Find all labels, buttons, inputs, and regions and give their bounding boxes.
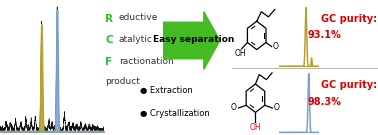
Text: 93.1%: 93.1% — [308, 30, 342, 40]
Text: GC purity:: GC purity: — [321, 80, 376, 90]
Text: C: C — [105, 35, 113, 45]
Text: R: R — [105, 14, 113, 23]
Text: O: O — [274, 104, 280, 112]
Text: ● Extraction: ● Extraction — [141, 86, 193, 95]
Text: O: O — [273, 42, 279, 51]
FancyArrow shape — [163, 12, 220, 69]
Text: OH: OH — [235, 49, 246, 58]
Text: product: product — [105, 77, 140, 86]
Text: Easy separation: Easy separation — [153, 35, 234, 44]
Text: OH: OH — [249, 123, 261, 132]
Text: F: F — [105, 57, 112, 67]
Text: atalytic: atalytic — [119, 35, 153, 44]
Text: eductive: eductive — [119, 14, 158, 23]
Text: ● Crystallization: ● Crystallization — [141, 109, 210, 118]
Text: ractionation: ractionation — [119, 57, 174, 66]
Text: 98.3%: 98.3% — [308, 97, 342, 107]
Text: GC purity:: GC purity: — [321, 14, 376, 23]
Text: O: O — [231, 104, 237, 112]
